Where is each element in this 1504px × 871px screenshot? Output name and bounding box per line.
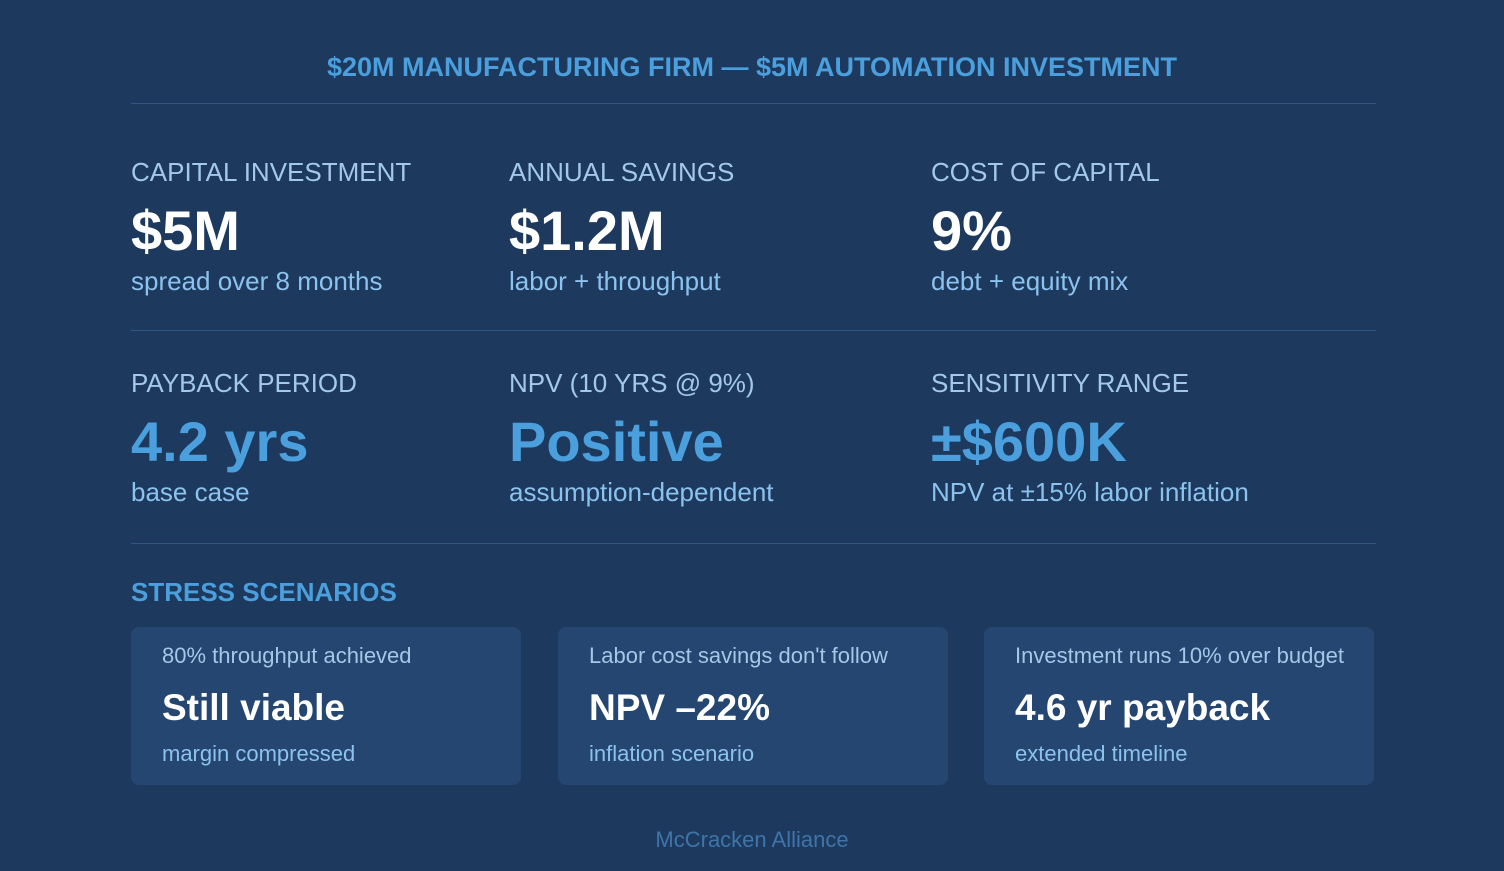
metric-value: $1.2M bbox=[509, 199, 665, 262]
metric-value: Positive bbox=[509, 410, 724, 473]
scenario-note: margin compressed bbox=[162, 741, 356, 766]
scenario-value: 4.6 yr payback bbox=[1015, 687, 1271, 728]
metric-value: $5M bbox=[131, 199, 240, 262]
metric-value: 9% bbox=[931, 199, 1012, 262]
metric-note: NPV at ±15% labor inflation bbox=[931, 477, 1249, 507]
metric-note: spread over 8 months bbox=[131, 266, 383, 296]
scenario-label: 80% throughput achieved bbox=[162, 643, 412, 668]
scenario-card: 80% throughput achieved Still viable margi… bbox=[131, 627, 521, 785]
metric-note: assumption-dependent bbox=[509, 477, 774, 507]
scenario-note: extended timeline bbox=[1015, 741, 1188, 766]
title: $20M MANUFACTURING FIRM — $5M AUTOMATION… bbox=[326, 52, 1178, 82]
metric-label: NPV (10 YRS @ 9%) bbox=[509, 368, 755, 398]
metric-note: labor + throughput bbox=[509, 266, 721, 296]
divider bbox=[131, 330, 1376, 331]
scenario-card: Labor cost savings don't follow NPV –22% i… bbox=[558, 627, 948, 785]
metric-label: SENSITIVITY RANGE bbox=[931, 368, 1190, 398]
divider bbox=[131, 103, 1376, 104]
metric-note: base case bbox=[131, 477, 250, 507]
scenario-card: Investment runs 10% over budget 4.6 yr pa… bbox=[984, 627, 1374, 785]
metric-label: CAPITAL INVESTMENT bbox=[131, 157, 412, 187]
scenario-label: Investment runs 10% over budget bbox=[1015, 643, 1344, 668]
footer: McCracken Alliance bbox=[655, 827, 849, 852]
metric-value: ±$600K bbox=[931, 410, 1127, 473]
metric-value: 4.2 yrs bbox=[131, 410, 309, 473]
section-title: STRESS SCENARIOS bbox=[131, 577, 397, 607]
scenario-label: Labor cost savings don't follow bbox=[589, 643, 888, 668]
metric-label: PAYBACK PERIOD bbox=[131, 368, 357, 398]
metric-note: debt + equity mix bbox=[931, 266, 1129, 296]
metric-label: COST OF CAPITAL bbox=[931, 157, 1160, 187]
scenario-value: Still viable bbox=[162, 687, 346, 728]
divider bbox=[131, 543, 1376, 544]
metric-label: ANNUAL SAVINGS bbox=[509, 157, 735, 187]
scenario-value: NPV –22% bbox=[589, 687, 770, 728]
scenario-note: inflation scenario bbox=[589, 741, 755, 766]
